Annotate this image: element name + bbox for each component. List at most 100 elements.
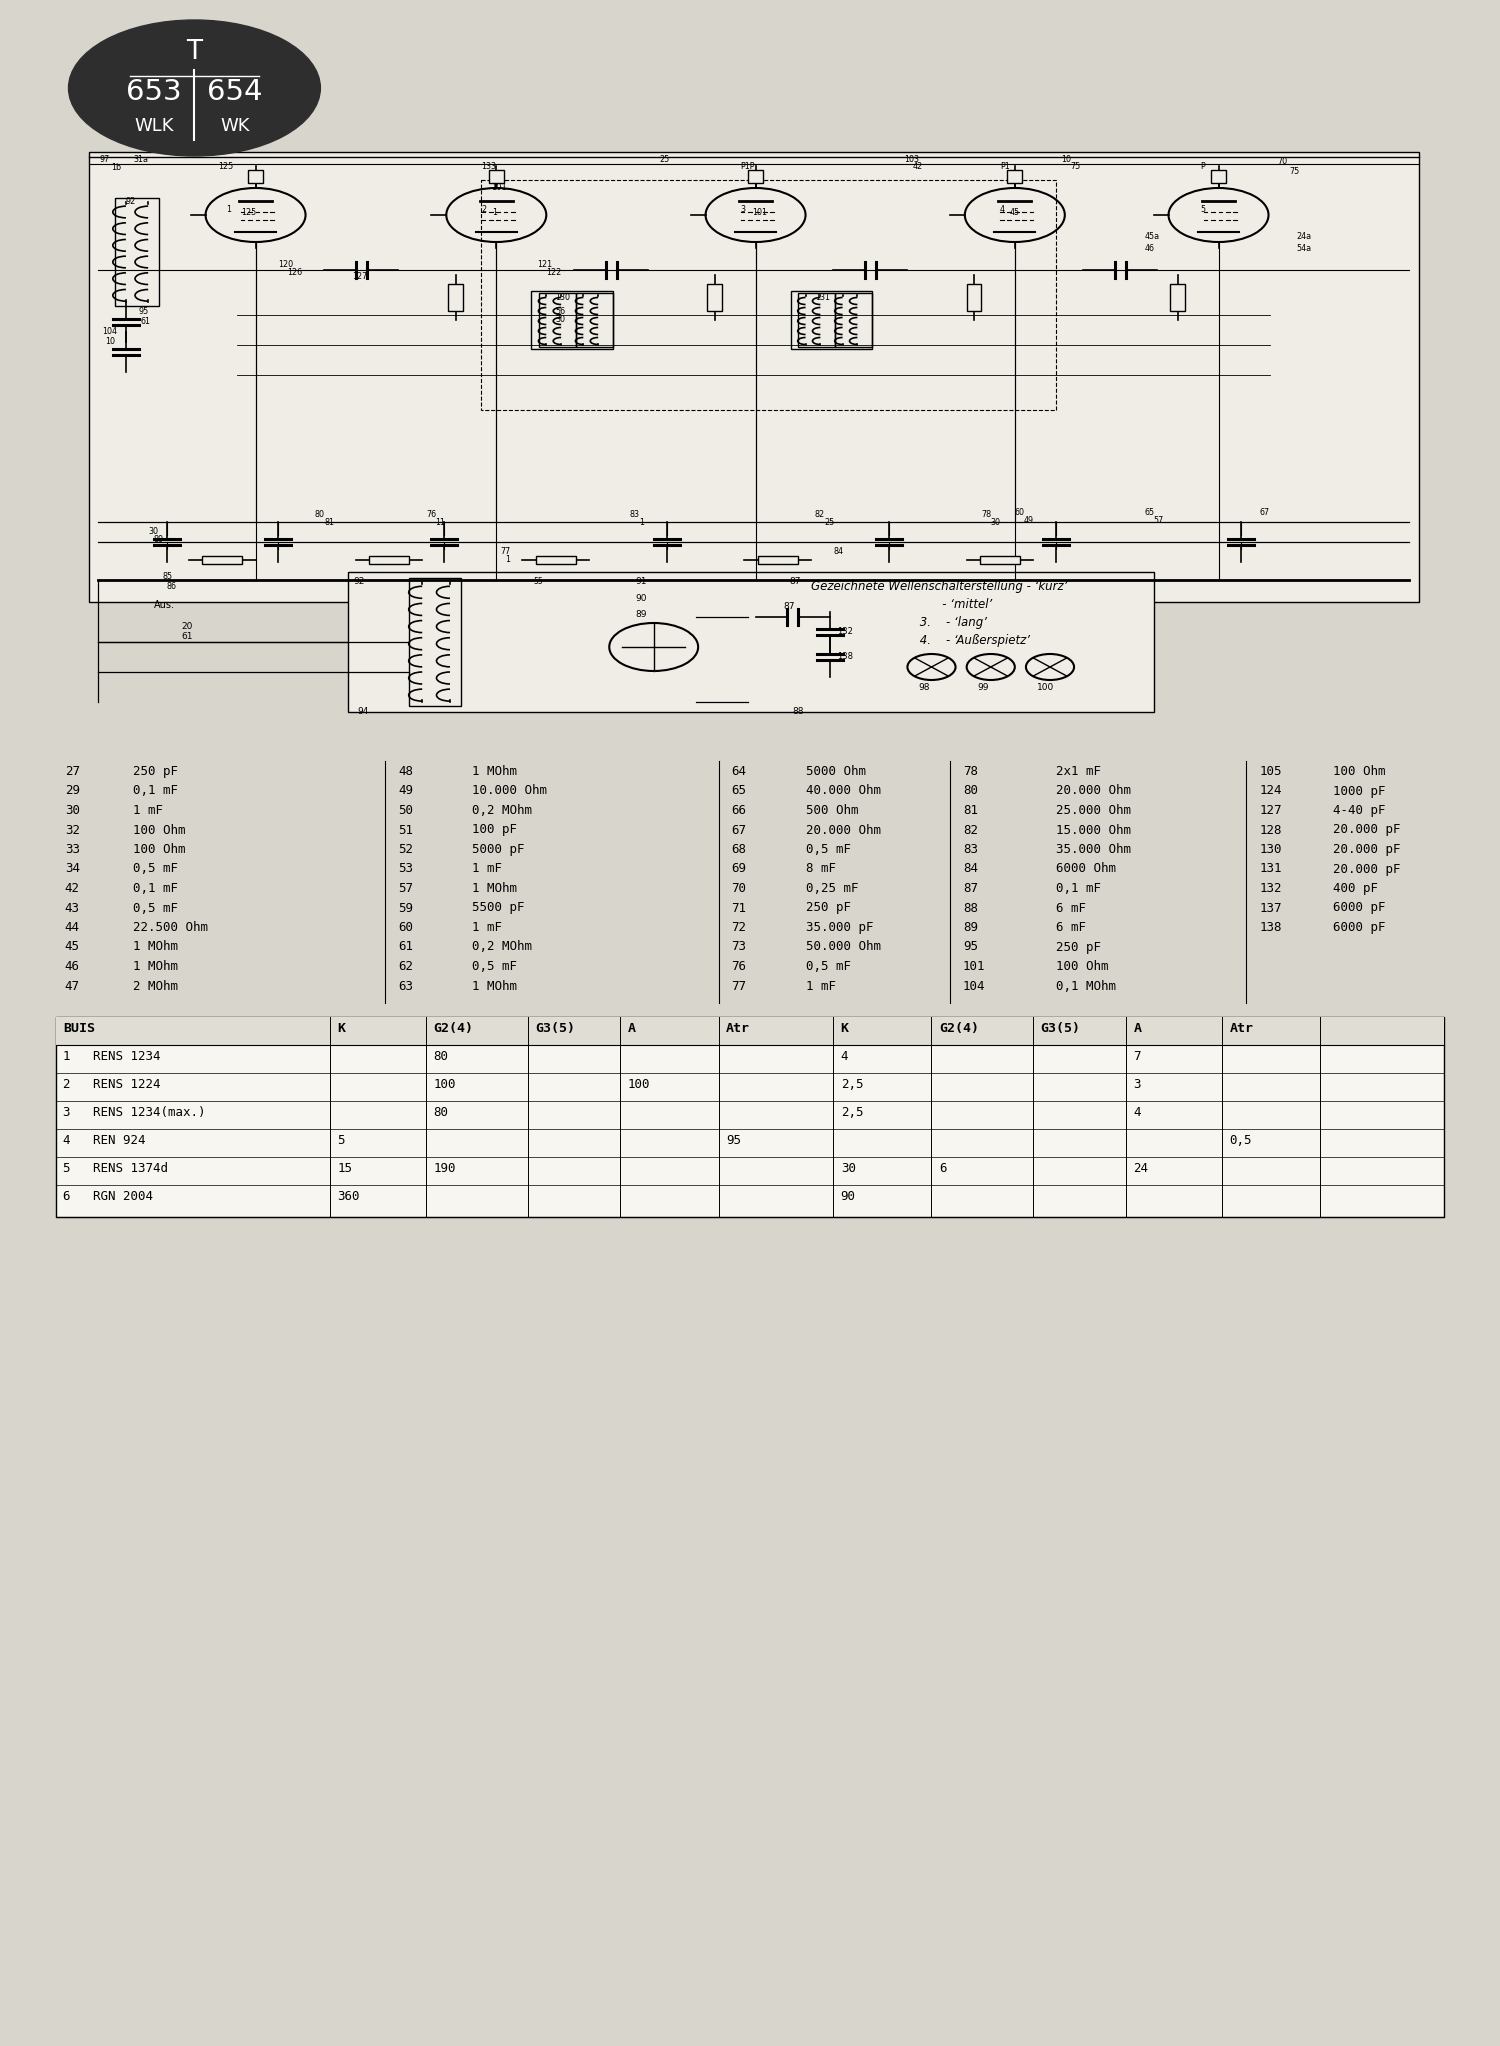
Text: 98: 98 (918, 683, 930, 692)
Text: 125: 125 (240, 209, 256, 217)
Text: 34: 34 (64, 863, 80, 876)
Text: 1 MOhm: 1 MOhm (134, 941, 178, 953)
Text: 1 mF: 1 mF (472, 921, 502, 935)
Text: 0,5: 0,5 (1230, 1133, 1252, 1148)
Text: 63: 63 (398, 980, 412, 992)
Text: 138: 138 (1260, 921, 1282, 935)
Text: 1: 1 (226, 205, 231, 215)
Text: 4-40 pF: 4-40 pF (1334, 804, 1386, 816)
Text: 92: 92 (354, 577, 364, 585)
Text: 30: 30 (148, 528, 158, 536)
Text: K: K (338, 1023, 345, 1035)
Text: 20.000 pF: 20.000 pF (1334, 863, 1401, 876)
Text: 101: 101 (490, 182, 507, 192)
Text: 101: 101 (752, 209, 766, 217)
Text: 53: 53 (398, 863, 412, 876)
Text: 127: 127 (1260, 804, 1282, 816)
Text: 77: 77 (732, 980, 747, 992)
Text: 400 pF: 400 pF (1334, 882, 1378, 894)
Text: 6 mF: 6 mF (1056, 902, 1086, 915)
Text: 2   RENS 1224: 2 RENS 1224 (63, 1078, 160, 1091)
Text: 66: 66 (732, 804, 747, 816)
Text: 4: 4 (840, 1050, 848, 1064)
Text: 55: 55 (534, 577, 543, 585)
Text: 22.500 Ohm: 22.500 Ohm (134, 921, 209, 935)
Text: 60: 60 (1016, 507, 1025, 518)
Text: Atr: Atr (726, 1023, 750, 1035)
Text: 61: 61 (141, 317, 150, 325)
Text: 80: 80 (153, 534, 164, 544)
Text: 0,1 MOhm: 0,1 MOhm (1056, 980, 1116, 992)
Text: 94: 94 (357, 708, 369, 716)
Text: 30: 30 (555, 315, 566, 323)
Text: 83: 83 (963, 843, 978, 855)
Text: 1 mF: 1 mF (472, 863, 502, 876)
Bar (348, 573, 1154, 712)
Text: 105: 105 (1260, 765, 1282, 777)
Text: A: A (628, 1023, 636, 1035)
Text: T: T (186, 39, 202, 65)
Text: 45a: 45a (1144, 231, 1160, 241)
Text: 80: 80 (433, 1050, 448, 1064)
Text: 42: 42 (914, 162, 922, 172)
Text: 70: 70 (1278, 158, 1288, 166)
Text: 45: 45 (1010, 209, 1020, 217)
Text: 1 mF: 1 mF (806, 980, 836, 992)
Text: 0,5 mF: 0,5 mF (134, 863, 178, 876)
Text: 2x1 mF: 2x1 mF (1056, 765, 1101, 777)
Text: 29: 29 (64, 784, 80, 798)
Text: 2: 2 (482, 205, 486, 215)
Text: 70: 70 (732, 882, 747, 894)
Text: 54a: 54a (1296, 243, 1311, 254)
Text: 81: 81 (963, 804, 978, 816)
Text: 4.    - ‘Außerspietz’: 4. - ‘Außerspietz’ (812, 634, 1030, 647)
Text: 0,5 mF: 0,5 mF (472, 960, 518, 974)
Text: 73: 73 (732, 941, 747, 953)
Text: 6000 pF: 6000 pF (1334, 902, 1386, 915)
Text: G2(4): G2(4) (433, 1023, 474, 1035)
Text: 0,25 mF: 0,25 mF (806, 882, 858, 894)
Text: 122: 122 (546, 268, 561, 276)
Bar (1170, 284, 1185, 311)
Text: 99: 99 (978, 683, 990, 692)
Text: 124: 124 (1260, 784, 1282, 798)
Text: 90: 90 (840, 1191, 855, 1203)
Text: 0,2 MOhm: 0,2 MOhm (472, 941, 532, 953)
Text: 5: 5 (338, 1133, 345, 1148)
Text: Gezeichnete Wellenschalterstellung - ‘kurz’: Gezeichnete Wellenschalterstellung - ‘ku… (812, 579, 1068, 593)
Text: 50: 50 (398, 804, 412, 816)
Bar (790, 291, 871, 350)
Bar (576, 293, 614, 348)
Text: WK: WK (220, 117, 251, 135)
Text: 190: 190 (433, 1162, 456, 1174)
Text: 1b: 1b (111, 164, 122, 172)
Bar (980, 557, 1020, 565)
Text: 69: 69 (732, 863, 747, 876)
Text: P1: P1 (1000, 162, 1010, 172)
Text: 20.000 Ohm: 20.000 Ohm (1056, 784, 1131, 798)
Text: 75: 75 (1071, 162, 1080, 172)
Text: 78: 78 (981, 509, 992, 520)
Text: 130: 130 (555, 293, 570, 303)
Text: 35.000 pF: 35.000 pF (806, 921, 873, 935)
Text: 82: 82 (815, 509, 825, 520)
Text: 32: 32 (64, 822, 80, 837)
Text: 83: 83 (630, 509, 639, 520)
Text: 25.000 Ohm: 25.000 Ohm (1056, 804, 1131, 816)
Text: 2 MOhm: 2 MOhm (134, 980, 178, 992)
Bar (410, 579, 460, 706)
Text: 0,2 MOhm: 0,2 MOhm (472, 804, 532, 816)
Text: 6000 pF: 6000 pF (1334, 921, 1386, 935)
Text: 20.000 pF: 20.000 pF (1334, 822, 1401, 837)
Text: 65: 65 (1144, 507, 1155, 518)
Text: 78: 78 (963, 765, 978, 777)
Text: 84: 84 (963, 863, 978, 876)
Text: 653: 653 (126, 78, 182, 106)
Text: 57: 57 (398, 882, 412, 894)
Text: 49: 49 (398, 784, 412, 798)
Text: 33: 33 (64, 843, 80, 855)
Text: 250 pF: 250 pF (806, 902, 850, 915)
Text: 87: 87 (963, 882, 978, 894)
Text: 76: 76 (732, 960, 747, 974)
Text: 64: 64 (732, 765, 747, 777)
